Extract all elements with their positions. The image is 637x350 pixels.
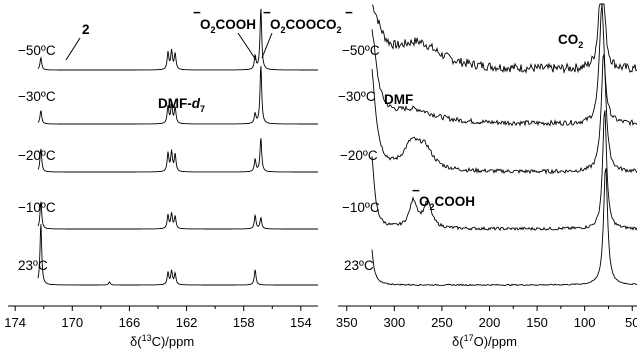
o17-tick-label: 200 — [479, 315, 501, 330]
c13-trace-0 — [37, 8, 318, 71]
o17-temp-label: 23ºC — [344, 258, 374, 273]
c13-tick-label: 166 — [119, 315, 141, 330]
o17-tick-label: 150 — [526, 315, 548, 330]
o17-spectrum-panel: −50ºC −30ºC −20ºC −10ºC 23ºC 350 300 250 200 150… — [336, 3, 637, 349]
c13-tick-label: 162 — [176, 315, 198, 330]
c13-xlabel-tail: C)/ppm — [152, 334, 195, 349]
compound-2-leader — [65, 37, 81, 61]
o2cooh-minus-c13: − — [193, 5, 201, 20]
o2coooco2-leader — [261, 32, 273, 59]
o17-tick-label: 100 — [574, 315, 596, 330]
o17-temp-label: −50ºC — [342, 43, 380, 58]
c13-x-axis-label: δ(13C)/ppm — [130, 333, 194, 349]
o17-trace-2 — [371, 54, 637, 175]
compound-2-label: 2 — [82, 22, 90, 37]
o17-temp-label: −20ºC — [340, 148, 378, 163]
o17-trace-3 — [371, 110, 637, 232]
o2coooco2-label: O2COOCO2 — [270, 17, 342, 35]
o2coooco2-minus-end: − — [345, 5, 353, 20]
c13-xlabel-main: δ( — [130, 334, 142, 349]
c13-trace-2 — [37, 138, 318, 173]
o17-trace-4 — [371, 168, 637, 287]
c13-trace-1 — [37, 65, 318, 125]
o17-tick-label: 350 — [336, 315, 358, 330]
o2cooh-leader-c13 — [237, 32, 257, 61]
c13-spectrum-panel: −50ºC −30ºC −20ºC −10ºC 23ºC 174 170 166 162 158… — [4, 5, 353, 349]
c13-temp-label: −20ºC — [18, 148, 56, 163]
c13-trace-3 — [37, 201, 318, 230]
o17-tick-label: 50 — [625, 315, 637, 330]
c13-xlabel-sup: 13 — [142, 333, 152, 343]
c13-temp-label: 23ºC — [18, 258, 48, 273]
c13-tick-label: 174 — [4, 315, 26, 330]
c13-tick-label: 170 — [61, 315, 83, 330]
o2cooh-label-o17: O2COOH — [419, 194, 475, 212]
o17-trace-1 — [371, 3, 637, 127]
c13-temp-label: −50ºC — [18, 43, 56, 58]
co2-label: CO2 — [558, 32, 583, 50]
o17-tick-label: 300 — [383, 315, 405, 330]
o2cooh-label-c13: O2COOH — [200, 17, 256, 35]
o2coooco2-minus: − — [263, 5, 271, 20]
o17-x-axis-label: δ(17O)/ppm — [452, 333, 517, 349]
c13-tick-label: 154 — [290, 315, 312, 330]
o17-trace-0 — [371, 3, 637, 75]
o2cooh-minus-o17: − — [412, 183, 420, 198]
o17-temp-label: −10ºC — [342, 200, 380, 215]
o17-temp-label: −30ºC — [338, 89, 376, 104]
c13-tick-label: 158 — [233, 315, 255, 330]
c13-trace-4 — [37, 224, 318, 286]
dmf-d7-label: DMF-d7 — [158, 96, 205, 114]
o17-tick-label: 250 — [431, 315, 453, 330]
c13-temp-label: −30ºC — [18, 89, 56, 104]
c13-temp-label: −10ºC — [18, 200, 56, 215]
dmf-label: DMF — [384, 92, 413, 107]
